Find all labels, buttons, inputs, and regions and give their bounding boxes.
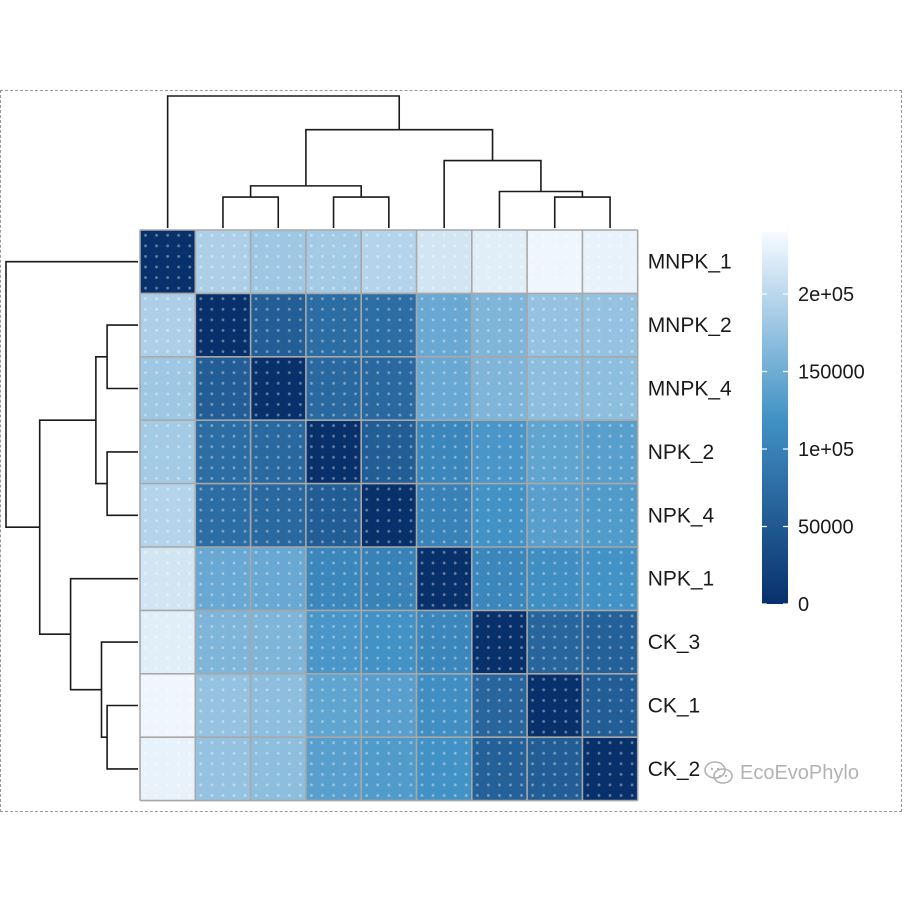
dendrogram-branch bbox=[106, 704, 138, 770]
dendrogram-branch bbox=[5, 260, 138, 528]
row-dendrogram bbox=[5, 260, 138, 770]
row-label: MNPK_4 bbox=[648, 378, 732, 401]
dendrogram-branch bbox=[305, 128, 494, 186]
legend-tick-label: 150000 bbox=[798, 362, 865, 384]
row-label: NPK_1 bbox=[648, 568, 715, 591]
row-label: MNPK_1 bbox=[648, 251, 732, 274]
dendrogram-branch bbox=[166, 95, 401, 228]
dendrogram-branch bbox=[38, 419, 96, 635]
watermark-text: EcoEvoPhylo bbox=[740, 761, 859, 784]
row-label: NPK_2 bbox=[648, 441, 715, 464]
row-label: CK_3 bbox=[648, 631, 701, 654]
dendrogram-branch bbox=[553, 196, 611, 228]
heatmap-grid bbox=[139, 229, 639, 802]
legend-tick-label: 2e+05 bbox=[798, 284, 854, 306]
row-label: CK_1 bbox=[648, 695, 701, 718]
row-label: NPK_4 bbox=[648, 504, 715, 527]
dendrogram-branch bbox=[222, 196, 280, 228]
legend-tick-label: 0 bbox=[798, 594, 809, 616]
column-dendrogram bbox=[166, 95, 611, 228]
dendrogram-branch bbox=[443, 159, 542, 228]
color-legend: 0 50000 1e+05 150000 2e+05 bbox=[762, 232, 865, 616]
row-labels: MNPK_1 MNPK_2 MNPK_4 NPK_2 NPK_4 NPK_1 CK_3 CK_… bbox=[648, 251, 732, 781]
dendrogram-branch bbox=[249, 185, 362, 198]
dendrogram-branch bbox=[332, 196, 390, 228]
chart-frame bbox=[0, 90, 902, 812]
row-label: MNPK_2 bbox=[648, 314, 732, 337]
heatmap-cells bbox=[140, 230, 638, 801]
wechat-icon bbox=[704, 761, 733, 784]
legend-tick-label: 1e+05 bbox=[798, 439, 854, 461]
dendrogram-branch bbox=[498, 190, 584, 228]
dendrogram-branch bbox=[106, 324, 138, 390]
dendrogram-branch bbox=[69, 577, 138, 691]
watermark: EcoEvoPhylo bbox=[700, 758, 863, 788]
dendrogram-branch bbox=[100, 641, 138, 738]
dendrogram-branch bbox=[95, 356, 108, 485]
dendrogram-branch bbox=[106, 451, 138, 517]
cell-texture bbox=[140, 230, 638, 801]
legend-tick-label: 50000 bbox=[798, 517, 854, 539]
row-label: CK_2 bbox=[648, 758, 701, 781]
legend-colorbar bbox=[762, 232, 788, 604]
